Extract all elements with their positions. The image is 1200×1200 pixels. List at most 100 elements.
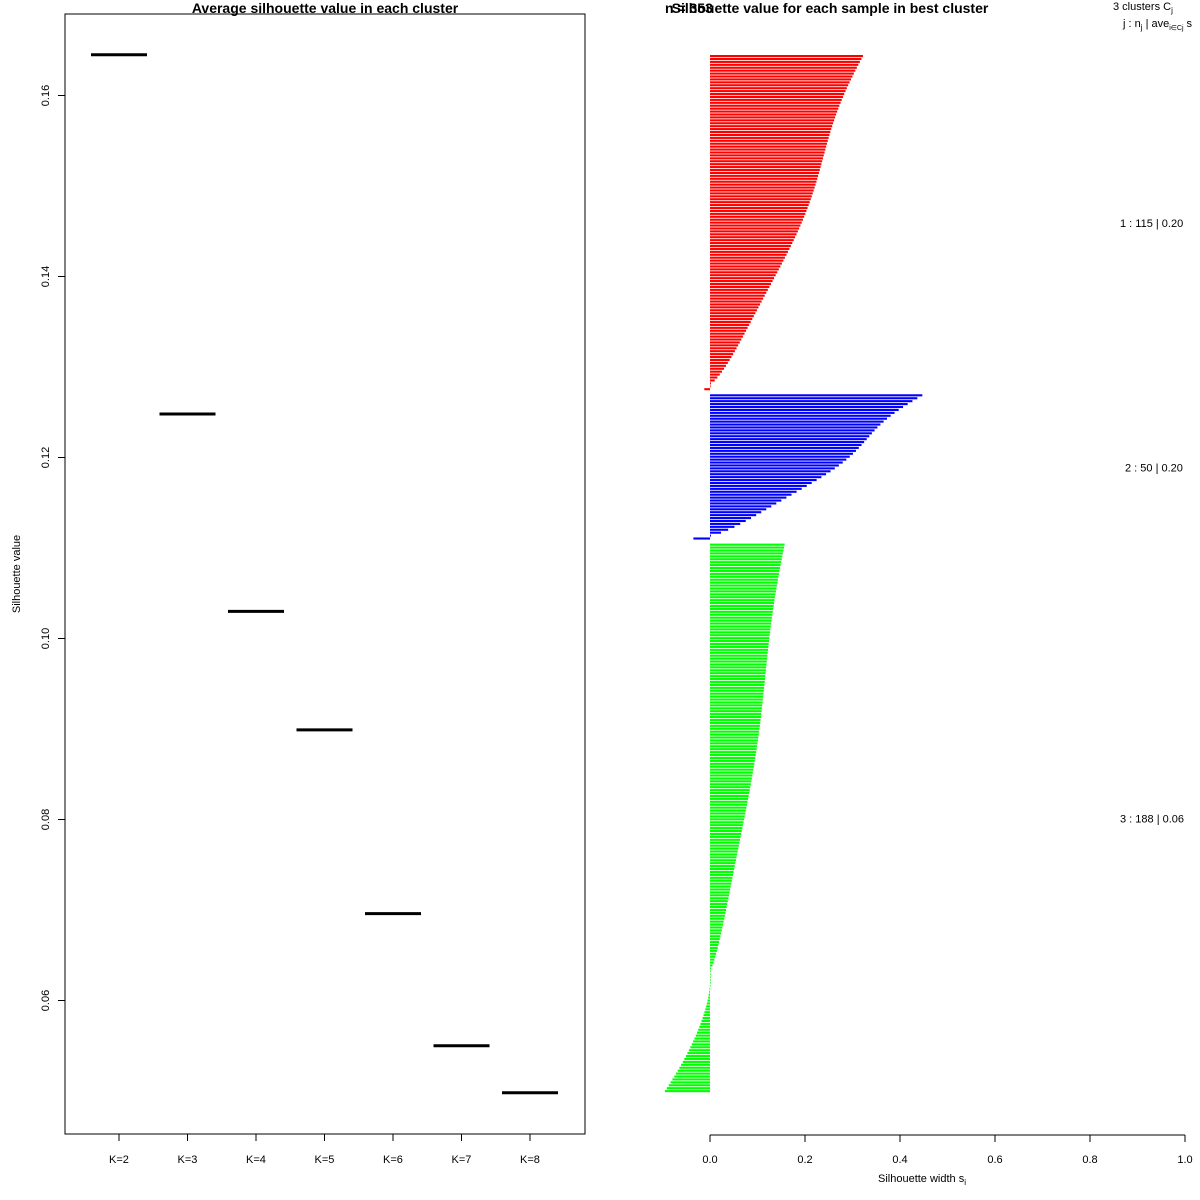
silhouette-bar (710, 917, 725, 920)
silhouette-bar (710, 432, 872, 435)
silhouette-bar (687, 1052, 710, 1055)
silhouette-bar (710, 443, 862, 447)
silhouette-bar (710, 239, 794, 242)
right-x-axis: 0.0 0.2 0.4 0.6 0.8 1.0 (702, 1134, 1193, 1166)
silhouette-bar (710, 382, 711, 385)
silhouette-bar (710, 920, 724, 923)
silhouette-bar (710, 288, 768, 291)
silhouette-bar (670, 1081, 710, 1084)
silhouette-bar (710, 593, 776, 596)
silhouette-bar (710, 376, 718, 379)
silhouette-bar (710, 558, 782, 561)
silhouette-bar (710, 81, 850, 84)
silhouette-bar (681, 1063, 710, 1066)
silhouette-bar (674, 1075, 710, 1078)
silhouette-bar (710, 645, 769, 648)
silhouette-bar (710, 142, 827, 145)
silhouette-bar (710, 84, 849, 87)
right-title: Silhouette value for each sample in best… (672, 0, 989, 16)
silhouette-bar (710, 926, 723, 929)
silhouette-bar (710, 370, 722, 373)
silhouette-bar (710, 762, 755, 765)
cluster-label: 3 : 188 | 0.06 (1120, 813, 1184, 825)
silhouette-bar (710, 514, 757, 517)
left-x-axis: K=2 K=3 K=4 K=5 K=6 K=7 K=8 (109, 1134, 540, 1166)
silhouette-bar (710, 458, 847, 461)
silhouette-bar (710, 209, 807, 212)
silhouette-bar (710, 525, 735, 528)
right-xtick-label: 0.0 (702, 1154, 717, 1166)
silhouette-bar (710, 198, 811, 201)
silhouette-bar (710, 578, 778, 581)
silhouette-bar (710, 294, 765, 297)
silhouette-bar (710, 69, 856, 72)
silhouette-bar (710, 385, 711, 388)
silhouette-bar (710, 174, 819, 177)
silhouette-bar (710, 291, 767, 294)
silhouette-bar (682, 1060, 710, 1063)
silhouette-bar (710, 964, 713, 967)
silhouette-bar (710, 148, 826, 151)
silhouette-bar (710, 759, 755, 762)
silhouette-bar (710, 414, 891, 417)
silhouette-bar (710, 455, 850, 458)
silhouette-bar (710, 564, 781, 567)
silhouette-bar (710, 405, 904, 409)
silhouette-bar (706, 1005, 710, 1008)
silhouette-bar (710, 166, 821, 169)
left-xtick-label: K=8 (520, 1154, 540, 1166)
silhouette-bar (710, 183, 816, 186)
silhouette-bar (708, 993, 710, 996)
silhouette-bar (710, 967, 711, 970)
silhouette-bar (710, 631, 771, 634)
silhouette-bar (710, 242, 793, 245)
silhouette-bar (710, 680, 765, 684)
silhouette-bar (710, 438, 867, 441)
silhouette-bar (710, 499, 782, 502)
silhouette-bar (710, 599, 775, 602)
silhouette-bar (710, 212, 806, 215)
silhouette-bar (710, 587, 777, 590)
silhouette-bar (710, 566, 781, 570)
silhouette-bar (710, 754, 756, 757)
silhouette-bar (710, 914, 725, 917)
silhouette-bar (710, 850, 738, 853)
silhouette-bar (710, 449, 856, 452)
silhouette-bar (710, 607, 774, 610)
silhouette-bar (693, 537, 710, 540)
silhouette-bar (710, 441, 865, 444)
silhouette-bar (710, 227, 800, 230)
left-panel: Average silhouette value in each cluster… (11, 0, 586, 1166)
silhouette-bar (710, 634, 770, 637)
silhouette-bar (710, 116, 836, 119)
silhouette-bar (666, 1087, 710, 1090)
silhouette-bar (710, 271, 778, 274)
silhouette-bar (710, 394, 923, 397)
silhouette-bar (710, 751, 757, 754)
silhouette-bar (710, 739, 758, 742)
silhouette-bar (710, 297, 764, 300)
silhouette-bar (710, 657, 768, 660)
silhouette-bar (710, 335, 743, 338)
silhouette-bar (710, 63, 859, 66)
silhouette-bar (710, 90, 846, 93)
silhouette-bar (710, 555, 783, 558)
silhouette-bar (710, 531, 722, 534)
silhouette-bar (710, 505, 772, 508)
silhouette-bar (701, 1019, 710, 1023)
silhouette-bar (710, 338, 742, 341)
silhouette-bar (710, 367, 725, 370)
silhouette-bar (710, 484, 807, 487)
silhouette-bar (710, 900, 728, 903)
silhouette-bar (709, 987, 711, 990)
silhouette-bar (710, 876, 733, 879)
silhouette-bar (676, 1072, 710, 1075)
silhouette-bar (710, 935, 721, 938)
silhouette-bar (710, 584, 777, 587)
silhouette-bar (710, 806, 747, 809)
silhouette-bar (699, 1025, 710, 1028)
silhouette-bar (710, 110, 838, 113)
silhouette-bar (710, 426, 878, 429)
silhouette-bar (710, 411, 895, 414)
silhouette-bar (710, 786, 751, 789)
